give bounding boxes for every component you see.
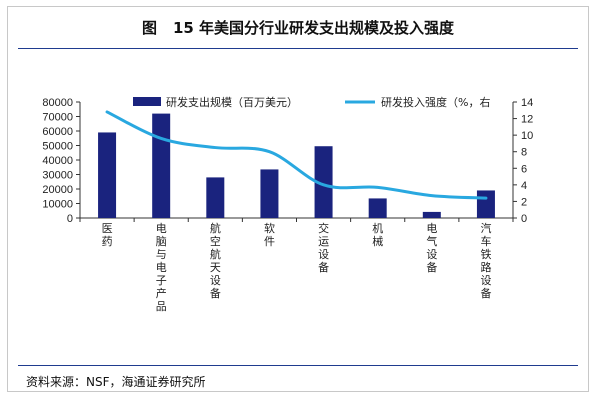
left-tick-label: 0 xyxy=(67,213,73,225)
right-tick-label: 6 xyxy=(521,163,527,175)
category-label: 医药 xyxy=(102,222,113,248)
left-tick-label: 60000 xyxy=(42,126,73,138)
intensity-line xyxy=(105,110,488,200)
category-label: 交运设备 xyxy=(318,221,329,274)
right-tick-label: 12 xyxy=(521,114,533,126)
bar xyxy=(368,198,387,218)
legend-line-label: 研发投入强度（%，右 xyxy=(381,95,490,109)
source-divider xyxy=(18,365,578,366)
right-tick-label: 4 xyxy=(521,180,527,192)
figure-label: 图 xyxy=(141,19,157,37)
category-label: 电气设备 xyxy=(426,222,437,274)
labels-group: 医药 电脑与电子产品 航空航天设备 软件 交运设备 机械 电气设备 汽车铁路设备 xyxy=(102,221,492,313)
left-tick-label: 70000 xyxy=(42,112,73,124)
left-tick-label: 80000 xyxy=(42,97,73,109)
left-tick-label: 30000 xyxy=(42,170,73,182)
bar xyxy=(314,146,333,218)
legend-bar-swatch xyxy=(133,97,161,106)
left-tick-label: 10000 xyxy=(42,199,73,211)
legend: 研发支出规模（百万美元） 研发投入强度（%，右 xyxy=(133,95,490,109)
title-divider xyxy=(18,48,578,49)
category-label: 航空航天设备 xyxy=(210,221,221,300)
bar xyxy=(476,190,495,218)
category-label: 机械 xyxy=(372,221,383,248)
right-tick-label: 10 xyxy=(521,130,533,142)
source-note: 资料来源：NSF，海通证券研究所 xyxy=(26,375,206,389)
right-tick-label: 0 xyxy=(521,213,527,225)
axes-group: 0 10000 20000 30000 40000 50000 60000 70000 8000… xyxy=(42,97,533,225)
right-tick-label: 14 xyxy=(521,97,533,109)
bar xyxy=(98,132,117,218)
right-tick-label: 8 xyxy=(521,147,527,159)
line-group xyxy=(105,110,488,200)
bar xyxy=(260,169,279,218)
bar xyxy=(422,211,441,218)
right-tick-label: 2 xyxy=(521,196,527,208)
chart-title-text: 15 年美国分行业研发支出规模及投入强度 xyxy=(172,19,455,37)
chart-title: 图 15 年美国分行业研发支出规模及投入强度 xyxy=(8,17,588,38)
bar xyxy=(206,177,225,218)
bars-group xyxy=(98,113,495,218)
left-tick-label: 20000 xyxy=(42,184,73,196)
left-tick-label: 40000 xyxy=(42,155,73,167)
left-tick-label: 50000 xyxy=(42,141,73,153)
category-label: 电脑与电子产品 xyxy=(156,222,167,313)
legend-bar-label: 研发支出规模（百万美元） xyxy=(166,95,298,109)
category-label: 汽车铁路设备 xyxy=(480,221,491,300)
category-label: 软件 xyxy=(264,221,275,248)
bar xyxy=(152,113,171,218)
